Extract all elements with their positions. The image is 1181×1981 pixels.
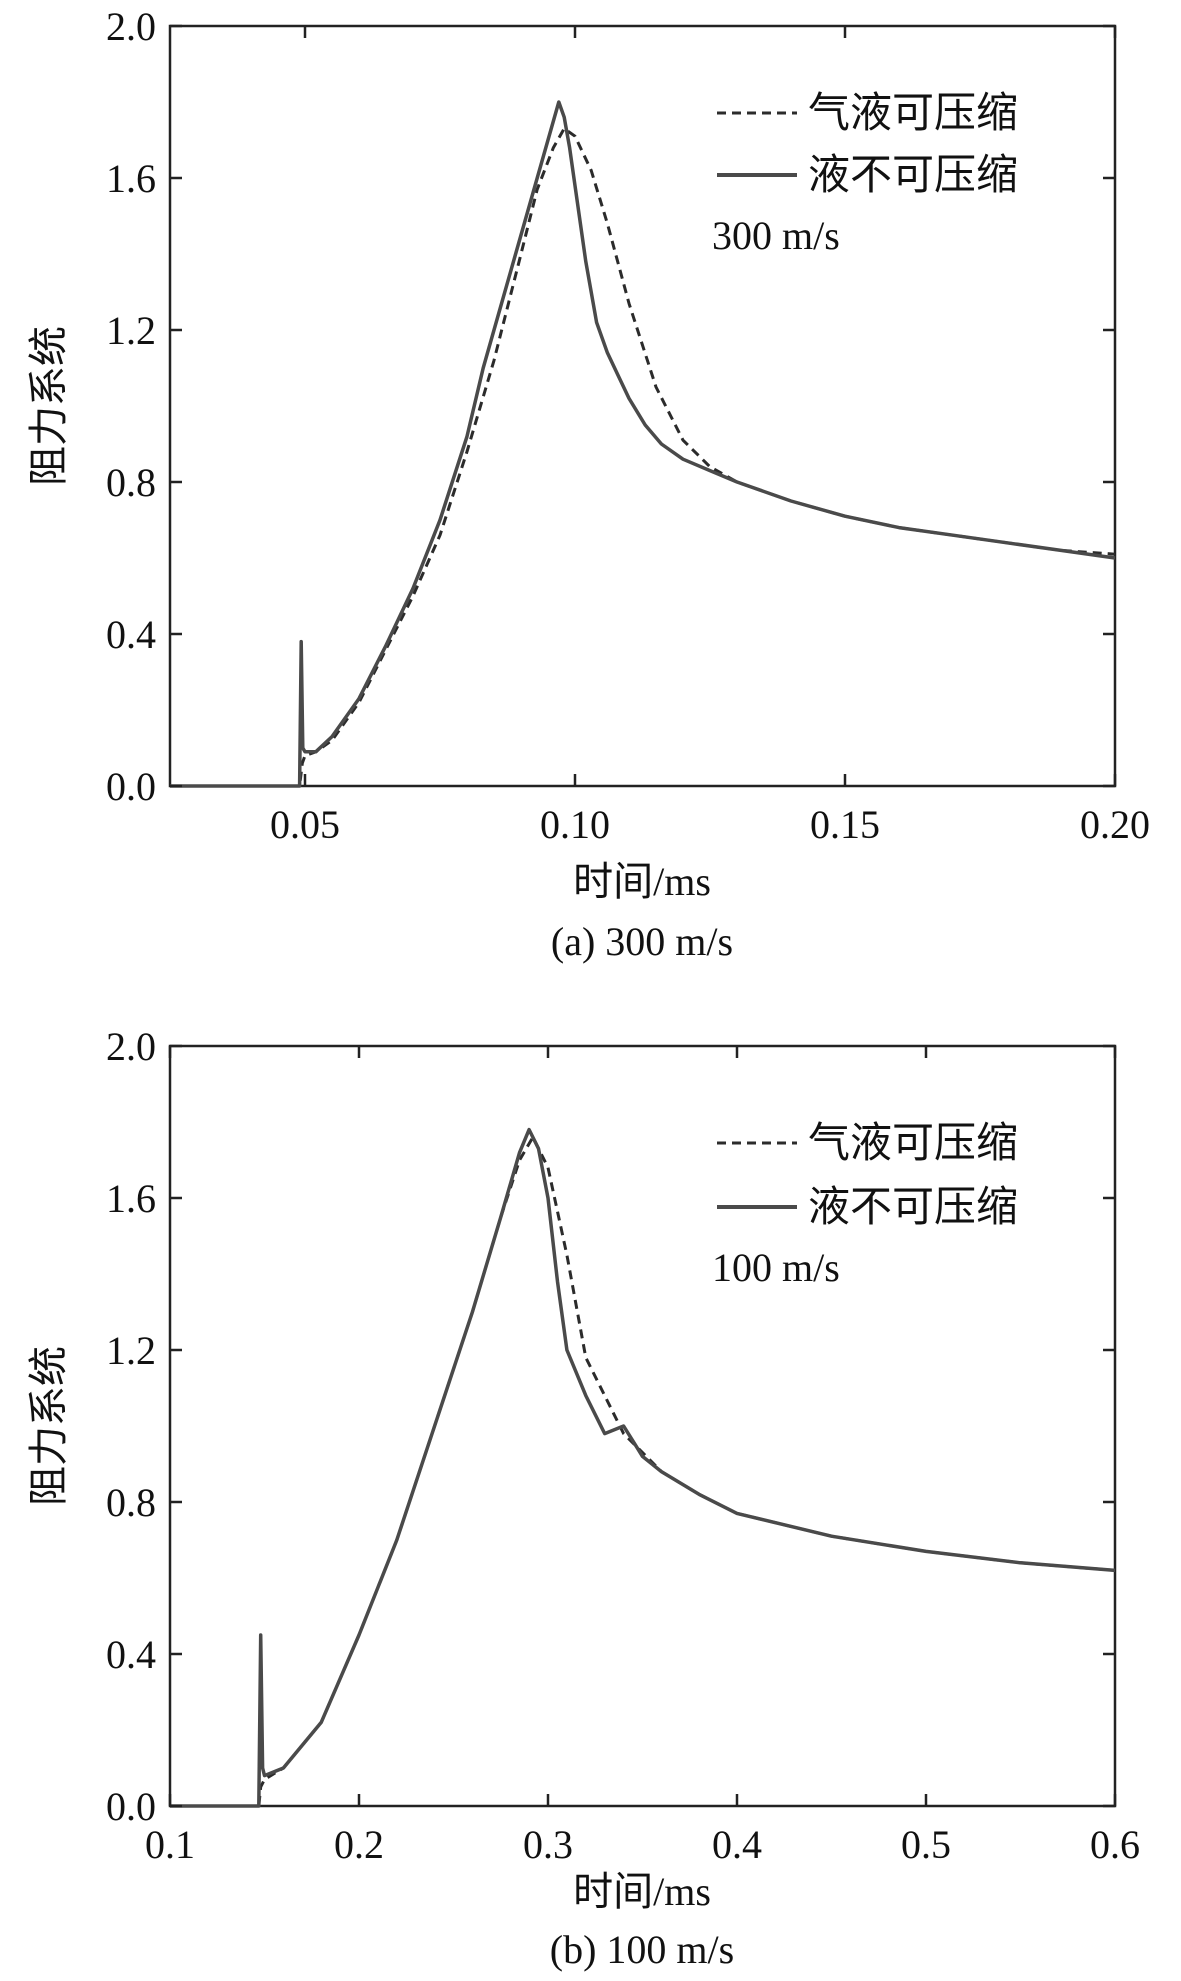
legend-label-b-solid: 液不可压缩 xyxy=(808,1185,1018,1231)
speed-annotation-a: 300 m/s xyxy=(712,213,840,258)
series-line-a-incompressible xyxy=(170,100,1116,788)
chart-panel-b: 0.1 0.2 0.3 0.4 0.5 0.6 0.0 0.4 0.8 1.2 1.6 2.0 时间/… xyxy=(26,1024,1140,1972)
y-axis-label-b: 阻力系统 xyxy=(26,1346,71,1506)
ticks-group-a: 0.05 0.10 0.15 0.20 0.0 0.4 0.8 1.2 1.6 2.0 xyxy=(106,4,1150,847)
chart-panel-a: 0.05 0.10 0.15 0.20 0.0 0.4 0.8 1.2 1.6 2.0 时间/ms… xyxy=(26,4,1150,964)
y-tick-label-a-2: 0.8 xyxy=(106,460,156,505)
ticks-group-b: 0.1 0.2 0.3 0.4 0.5 0.6 0.0 0.4 0.8 1.2 1.6 2.0 xyxy=(106,1024,1140,1867)
y-tick-label-a-4: 1.6 xyxy=(106,156,156,201)
caption-b: (b) 100 m/s xyxy=(550,1927,734,1972)
x-tick-label-b-0: 0.1 xyxy=(145,1822,195,1867)
series-line-b-incompressible xyxy=(170,1127,1116,1808)
x-tick-label-b-2: 0.3 xyxy=(523,1822,573,1867)
x-axis-label-a: 时间/ms xyxy=(573,859,711,904)
y-axis-label-a: 阻力系统 xyxy=(26,326,71,486)
x-axis-label-b: 时间/ms xyxy=(573,1869,711,1914)
y-tick-label-a-0: 0.0 xyxy=(106,764,156,809)
y-tick-label-b-1: 0.4 xyxy=(106,1632,156,1677)
y-tick-label-b-2: 0.8 xyxy=(106,1480,156,1525)
speed-annotation-b: 100 m/s xyxy=(712,1245,840,1290)
x-tick-label-a-3: 0.20 xyxy=(1080,802,1150,847)
legend-label-b-dashed: 气液可压缩 xyxy=(808,1121,1018,1167)
y-tick-label-b-4: 1.6 xyxy=(106,1176,156,1221)
x-tick-label-b-3: 0.4 xyxy=(712,1822,762,1867)
caption-a: (a) 300 m/s xyxy=(551,919,733,964)
y-tick-label-a-3: 1.2 xyxy=(106,308,156,353)
y-tick-label-b-0: 0.0 xyxy=(106,1784,156,1829)
x-tick-label-b-4: 0.5 xyxy=(901,1822,951,1867)
x-tick-label-b-1: 0.2 xyxy=(334,1822,384,1867)
x-tick-label-a-0: 0.05 xyxy=(270,802,340,847)
series-group-a xyxy=(170,100,1116,788)
x-tick-label-b-5: 0.6 xyxy=(1090,1822,1140,1867)
y-tick-label-a-5: 2.0 xyxy=(106,4,156,49)
y-tick-label-b-3: 1.2 xyxy=(106,1328,156,1373)
plot-frame-b xyxy=(168,1044,1117,1808)
plot-frame-a xyxy=(168,24,1117,788)
legend-label-a-dashed: 气液可压缩 xyxy=(808,91,1018,137)
y-tick-label-b-5: 2.0 xyxy=(106,1024,156,1069)
x-tick-label-a-1: 0.10 xyxy=(540,802,610,847)
legend-label-a-solid: 液不可压缩 xyxy=(808,153,1018,199)
series-group-b xyxy=(170,1127,1116,1808)
x-tick-label-a-2: 0.15 xyxy=(810,802,880,847)
y-tick-label-a-1: 0.4 xyxy=(106,612,156,657)
